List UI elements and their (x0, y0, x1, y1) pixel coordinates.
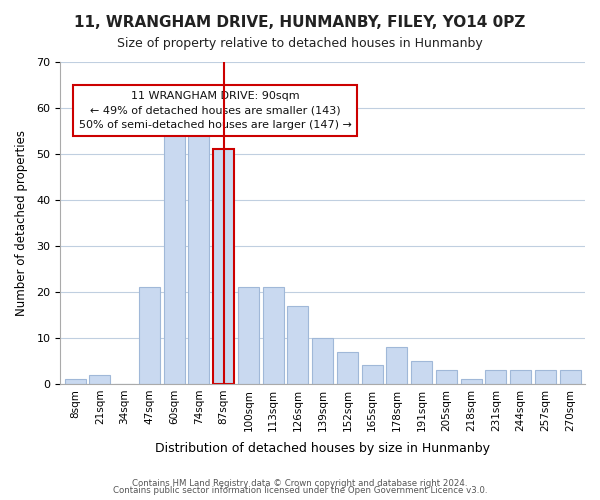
Y-axis label: Number of detached properties: Number of detached properties (15, 130, 28, 316)
Bar (461, 380, 482, 384)
Bar (263, 287, 284, 384)
Bar (312, 338, 333, 384)
Bar (362, 366, 383, 384)
Bar (485, 370, 506, 384)
X-axis label: Distribution of detached houses by size in Hunmanby: Distribution of detached houses by size … (155, 442, 490, 455)
Bar (535, 370, 556, 384)
Bar (411, 361, 432, 384)
Bar (560, 370, 581, 384)
Bar (510, 370, 531, 384)
Bar (164, 126, 185, 384)
Bar (188, 117, 209, 384)
Text: 11, WRANGHAM DRIVE, HUNMANBY, FILEY, YO14 0PZ: 11, WRANGHAM DRIVE, HUNMANBY, FILEY, YO1… (74, 15, 526, 30)
Bar (89, 374, 110, 384)
Bar (287, 306, 308, 384)
Bar (337, 352, 358, 384)
Text: Contains HM Land Registry data © Crown copyright and database right 2024.: Contains HM Land Registry data © Crown c… (132, 478, 468, 488)
Text: Size of property relative to detached houses in Hunmanby: Size of property relative to detached ho… (117, 38, 483, 51)
Bar (139, 287, 160, 384)
Bar (386, 347, 407, 384)
Text: Contains public sector information licensed under the Open Government Licence v3: Contains public sector information licen… (113, 486, 487, 495)
Bar (65, 380, 86, 384)
Text: 11 WRANGHAM DRIVE: 90sqm
← 49% of detached houses are smaller (143)
50% of semi-: 11 WRANGHAM DRIVE: 90sqm ← 49% of detach… (79, 90, 352, 130)
Bar (436, 370, 457, 384)
Bar (213, 149, 234, 384)
Bar (238, 287, 259, 384)
